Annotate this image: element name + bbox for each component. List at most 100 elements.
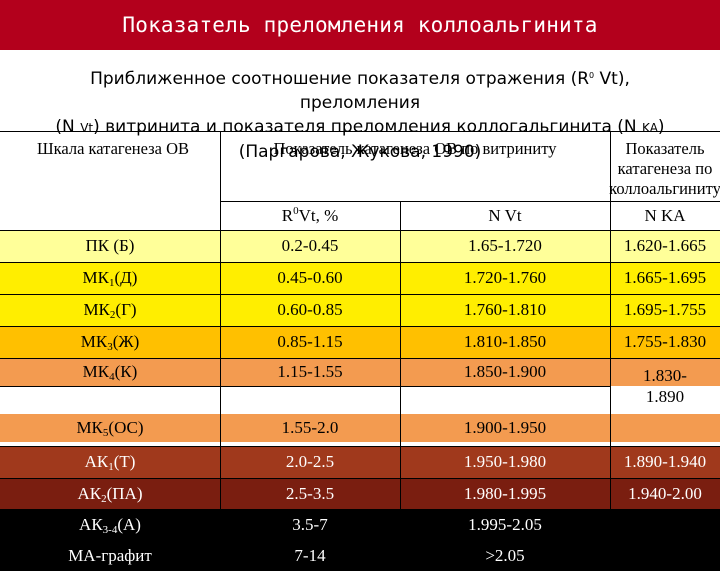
stage-subscript: 2 xyxy=(101,493,107,505)
stage-label: ПК (Б) xyxy=(85,236,135,255)
stage-code: (Д) xyxy=(114,268,138,287)
subheader-text: N Vt xyxy=(488,205,522,225)
stage-cell: АК 2 (ПА) xyxy=(0,478,220,510)
n-vt-cell: 1.810-1.850 xyxy=(400,326,610,358)
subtitle-text: ) xyxy=(657,117,665,137)
grid-line xyxy=(0,358,720,359)
n-vt-value: 1.995-2.05 xyxy=(468,514,542,534)
reflectance-value: 1.15-1.55 xyxy=(277,362,343,381)
grid-line xyxy=(0,446,720,447)
n-vt-cell: 1.850-1.900 xyxy=(400,358,610,386)
stage-label: МА-графит xyxy=(68,545,152,565)
header-vitrinite-index: Показатель катагенеза ОВ по витриниту xyxy=(220,131,610,201)
stage-code: (Г) xyxy=(115,300,137,319)
stage-cell: АК 3-4 (А) xyxy=(0,509,220,540)
header-text: Показатель катагенеза по коллоальгиниту xyxy=(609,139,720,198)
n-vt-value: 1.850-1.900 xyxy=(463,362,547,381)
stage-code: (ПА) xyxy=(106,484,143,503)
stage-subscript: 1 xyxy=(109,277,115,289)
n-vt-value: 1.720-1.760 xyxy=(463,268,547,287)
reflectance-cell: 0.60-0.85 xyxy=(220,294,400,326)
reflectance-value: 3.5-7 xyxy=(292,514,328,534)
n-ka-value: 1.830- 1.890 xyxy=(643,366,687,406)
n-vt-value: 1.900-1.950 xyxy=(463,418,547,437)
subheader-superscript: 0 xyxy=(293,205,299,217)
subheader-n-ka: N KA xyxy=(610,201,720,230)
reflectance-cell: 2.5-3.5 xyxy=(220,478,400,510)
n-vt-cell: 1.720-1.760 xyxy=(400,262,610,294)
subtitle-text: Vt), преломления xyxy=(299,69,630,113)
reflectance-cell: 2.0-2.5 xyxy=(220,446,400,478)
n-ka-value: 1.665-1.695 xyxy=(623,268,707,287)
grid-line xyxy=(0,262,720,263)
n-vt-cell: 1.980-1.995 xyxy=(400,478,610,510)
n-ka-cell: 1.940-2.00 xyxy=(610,478,720,510)
stage-label: МК xyxy=(82,268,110,287)
subheader-text: R xyxy=(281,205,294,225)
grid-line xyxy=(0,230,720,231)
catagenesis-table: Шкала катагенеза ОВ Показатель катагенеза… xyxy=(0,131,720,571)
stage-subscript: 2 xyxy=(109,309,116,321)
subtitle: Приближенное соотношение показателя отра… xyxy=(50,64,670,164)
subtitle-line-2: (N Vt) витринита и показателя преломлени… xyxy=(50,115,670,140)
reflectance-value: 2.5-3.5 xyxy=(285,484,335,503)
stage-label: АК xyxy=(84,452,109,471)
title-bar: Показатель преломления коллоальгинита xyxy=(0,0,720,50)
stage-label: МК xyxy=(82,362,110,381)
stage-cell: ПК (Б) xyxy=(0,230,220,262)
stage-code: (К) xyxy=(114,362,138,381)
stage-cell: МК 4 (К) xyxy=(0,358,220,386)
subtitle-line-3: (Паргарова, Жукова, 1990) xyxy=(238,142,482,162)
table-row xyxy=(0,446,720,478)
reflectance-value: 0.60-0.85 xyxy=(277,300,343,319)
grid-line xyxy=(400,201,401,509)
n-vt-cell: >2.05 xyxy=(400,540,610,571)
header-catagenesis-scale: Шкала катагенеза ОВ xyxy=(0,131,220,201)
subtitle-text: Приближенное соотношение показателя отра… xyxy=(90,69,590,89)
stage-label: МК xyxy=(83,300,110,319)
table-row xyxy=(0,326,720,358)
stage-code: (ОС) xyxy=(108,418,144,437)
n-ka-cell-merged: 1.830- 1.890 xyxy=(610,358,720,414)
n-vt-value: >2.05 xyxy=(485,545,525,565)
grid-line xyxy=(0,294,720,295)
grid-line xyxy=(220,201,720,202)
n-vt-cell: 1.995-2.05 xyxy=(400,509,610,540)
subtitle-text: (N xyxy=(55,117,81,137)
n-ka-cell: 1.755-1.830 xyxy=(610,326,720,358)
stage-cell: МК 5 (ОС) xyxy=(0,414,220,442)
subtitle-superscript: 0 xyxy=(589,71,595,80)
stage-label: АК xyxy=(79,514,103,534)
table-row xyxy=(0,478,720,510)
stage-cell: МК 2 (Г) xyxy=(0,294,220,326)
reflectance-value: 2.0-2.5 xyxy=(285,452,335,471)
stage-cell: МК 1 (Д) xyxy=(0,262,220,294)
n-ka-value: 1.755-1.830 xyxy=(623,332,707,351)
n-ka-value: 1.620-1.665 xyxy=(623,236,707,255)
reflectance-value: 0.2-0.45 xyxy=(281,236,339,255)
n-vt-cell: 1.65-1.720 xyxy=(400,230,610,262)
reflectance-cell: 7-14 xyxy=(220,540,400,571)
n-vt-value: 1.810-1.850 xyxy=(463,332,547,351)
table-row xyxy=(0,262,720,294)
n-ka-cell: 1.665-1.695 xyxy=(610,262,720,294)
subheader-text: Vt, % xyxy=(298,205,339,225)
reflectance-value: 0.45-0.60 xyxy=(277,268,343,287)
n-ka-cell: 1.890-1.940 xyxy=(610,446,720,478)
n-vt-value: 1.980-1.995 xyxy=(463,484,547,503)
reflectance-cell: 1.55-2.0 xyxy=(220,414,400,442)
reflectance-cell: 0.2-0.45 xyxy=(220,230,400,262)
stage-code: (А) xyxy=(117,514,141,534)
n-vt-cell: 1.760-1.810 xyxy=(400,294,610,326)
n-ka-value: 1.890-1.940 xyxy=(623,452,707,471)
grid-line xyxy=(610,131,611,509)
stage-cell: МК 3 (Ж) xyxy=(0,326,220,358)
table-row xyxy=(0,414,720,442)
reflectance-value: 1.55-2.0 xyxy=(281,418,339,437)
header-text: Показатель катагенеза ОВ по витриниту xyxy=(273,139,557,158)
subtitle-text: ) витринита и показателя преломления кол… xyxy=(93,117,643,137)
n-vt-value: 1.950-1.980 xyxy=(463,452,547,471)
reflectance-value: 7-14 xyxy=(294,545,326,565)
stage-subscript: 5 xyxy=(102,427,109,439)
grid-line xyxy=(0,131,720,132)
